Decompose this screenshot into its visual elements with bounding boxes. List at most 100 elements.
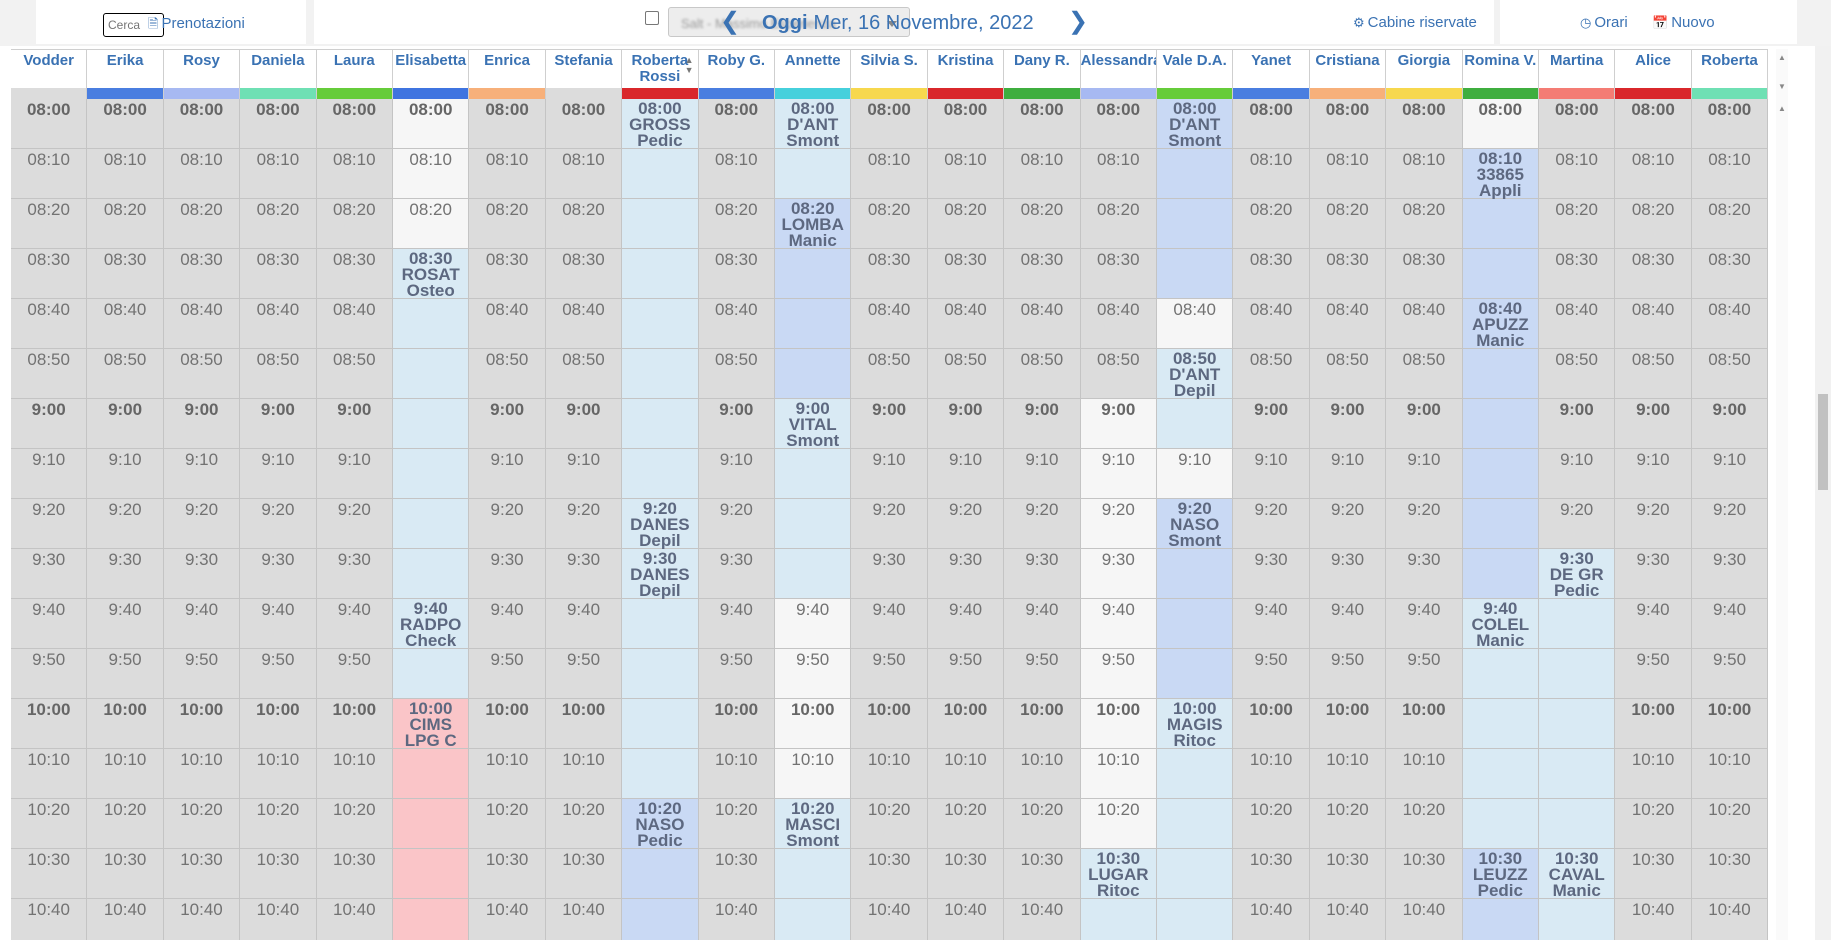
time-slot[interactable]: 9:10: [316, 449, 393, 499]
time-slot[interactable]: 9:30: [1080, 549, 1157, 599]
time-slot[interactable]: [393, 899, 470, 940]
time-slot[interactable]: [1539, 699, 1616, 749]
staff-column-header[interactable]: Roby G.: [698, 49, 775, 99]
time-slot[interactable]: 9:50: [469, 649, 546, 699]
appointment-block[interactable]: 10:30 LEUZZ Pedic: [1462, 849, 1539, 899]
time-slot[interactable]: 10:40: [1386, 899, 1463, 940]
time-slot[interactable]: 08:50: [1539, 349, 1616, 399]
time-slot[interactable]: 08:50: [1309, 349, 1387, 399]
time-slot[interactable]: [1157, 649, 1234, 699]
time-slot[interactable]: [1462, 549, 1539, 599]
time-slot[interactable]: 10:40: [240, 899, 317, 940]
time-slot[interactable]: 08:10: [1004, 149, 1081, 199]
time-slot[interactable]: 08:00: [698, 99, 775, 149]
time-slot[interactable]: 9:10: [11, 449, 88, 499]
time-slot[interactable]: 08:40: [469, 299, 546, 349]
time-slot[interactable]: 08:40: [1157, 299, 1234, 349]
time-slot[interactable]: 10:00: [240, 699, 317, 749]
time-slot[interactable]: [393, 299, 470, 349]
time-slot[interactable]: 9:20: [1615, 499, 1692, 549]
time-slot[interactable]: [775, 849, 852, 899]
time-slot[interactable]: [1462, 799, 1539, 849]
time-slot[interactable]: 10:40: [163, 899, 241, 940]
appointment-block[interactable]: 08:00 D'ANT Smont: [1157, 99, 1234, 149]
today-button[interactable]: Oggi: [762, 12, 808, 34]
page-scrollbar-thumb[interactable]: [1818, 394, 1828, 490]
time-slot[interactable]: 08:10: [1539, 149, 1616, 199]
time-slot[interactable]: 08:30: [1386, 249, 1463, 299]
time-slot[interactable]: [1157, 899, 1234, 940]
time-slot[interactable]: 9:30: [1233, 549, 1310, 599]
time-slot[interactable]: 9:20: [1080, 499, 1157, 549]
time-slot[interactable]: 08:40: [1386, 299, 1463, 349]
appointment-block[interactable]: 10:30 LUGAR Ritoc: [1080, 849, 1157, 899]
time-slot[interactable]: 08:00: [393, 99, 470, 149]
appointment-block[interactable]: 9:30 DE GR Pedic: [1539, 549, 1616, 599]
time-slot[interactable]: 10:40: [87, 899, 164, 940]
time-slot[interactable]: 9:00: [1386, 399, 1463, 449]
time-slot[interactable]: 08:00: [851, 99, 928, 149]
time-slot[interactable]: 08:00: [1004, 99, 1081, 149]
time-slot[interactable]: 9:00: [11, 399, 88, 449]
time-slot[interactable]: 08:20: [1539, 199, 1616, 249]
time-slot[interactable]: [1157, 249, 1234, 299]
time-slot[interactable]: 9:20: [1539, 499, 1616, 549]
time-slot[interactable]: 08:30: [469, 249, 546, 299]
time-slot[interactable]: 08:40: [87, 299, 164, 349]
time-slot[interactable]: 08:00: [87, 99, 164, 149]
time-slot[interactable]: [393, 649, 470, 699]
time-slot[interactable]: 08:50: [11, 349, 88, 399]
staff-column-header[interactable]: Alice: [1615, 49, 1692, 99]
time-slot[interactable]: 10:00: [545, 699, 623, 749]
time-slot[interactable]: 10:30: [240, 849, 317, 899]
time-slot[interactable]: 08:00: [1539, 99, 1616, 149]
time-slot[interactable]: 08:30: [1004, 249, 1081, 299]
staff-column-header[interactable]: Alessandra: [1080, 49, 1157, 99]
time-slot[interactable]: 10:20: [1309, 799, 1387, 849]
time-slot[interactable]: 10:20: [1004, 799, 1081, 849]
time-slot[interactable]: 10:10: [11, 749, 88, 799]
time-slot[interactable]: 10:10: [775, 749, 852, 799]
time-slot[interactable]: [393, 749, 470, 799]
time-slot[interactable]: 10:30: [316, 849, 393, 899]
time-slot[interactable]: 10:10: [698, 749, 775, 799]
time-slot[interactable]: 10:00: [163, 699, 241, 749]
time-slot[interactable]: 08:10: [11, 149, 88, 199]
time-slot[interactable]: 08:40: [1233, 299, 1310, 349]
time-slot[interactable]: 08:30: [1233, 249, 1310, 299]
time-slot[interactable]: 10:30: [11, 849, 88, 899]
time-slot[interactable]: 08:50: [316, 349, 393, 399]
time-slot[interactable]: 08:40: [1080, 299, 1157, 349]
appointment-block[interactable]: 08:30 ROSAT Osteo: [393, 249, 470, 299]
time-slot[interactable]: 08:20: [240, 199, 317, 249]
time-slot[interactable]: [393, 799, 470, 849]
time-slot[interactable]: 9:00: [1539, 399, 1616, 449]
time-slot[interactable]: 08:50: [1233, 349, 1310, 399]
time-slot[interactable]: 9:30: [1386, 549, 1463, 599]
time-slot[interactable]: 10:10: [316, 749, 393, 799]
time-slot[interactable]: 9:40: [545, 599, 623, 649]
time-slot[interactable]: [622, 249, 699, 299]
time-slot[interactable]: 10:20: [1691, 799, 1769, 849]
time-slot[interactable]: 08:20: [1004, 199, 1081, 249]
time-slot[interactable]: [1462, 449, 1539, 499]
time-slot[interactable]: 10:00: [698, 699, 775, 749]
time-slot[interactable]: [1462, 249, 1539, 299]
time-slot[interactable]: 10:10: [1386, 749, 1463, 799]
time-slot[interactable]: 10:40: [698, 899, 775, 940]
staff-column-header[interactable]: Stefania: [545, 49, 623, 99]
time-slot[interactable]: 9:40: [1233, 599, 1310, 649]
time-slot[interactable]: [622, 449, 699, 499]
time-slot[interactable]: 9:40: [927, 599, 1005, 649]
time-slot[interactable]: 10:00: [1691, 699, 1769, 749]
time-slot[interactable]: 10:00: [775, 699, 852, 749]
time-slot[interactable]: 9:00: [469, 399, 546, 449]
staff-column-header[interactable]: Roberta Rossi ▲ ▼: [622, 49, 699, 99]
time-slot[interactable]: 10:00: [1615, 699, 1692, 749]
time-slot[interactable]: 9:10: [1386, 449, 1463, 499]
grid-scrollbar[interactable]: ▲ ▼ ▲: [1776, 49, 1788, 940]
time-slot[interactable]: 10:30: [1233, 849, 1310, 899]
time-slot[interactable]: 08:40: [1309, 299, 1387, 349]
time-slot[interactable]: 9:50: [851, 649, 928, 699]
time-slot[interactable]: 9:50: [1080, 649, 1157, 699]
